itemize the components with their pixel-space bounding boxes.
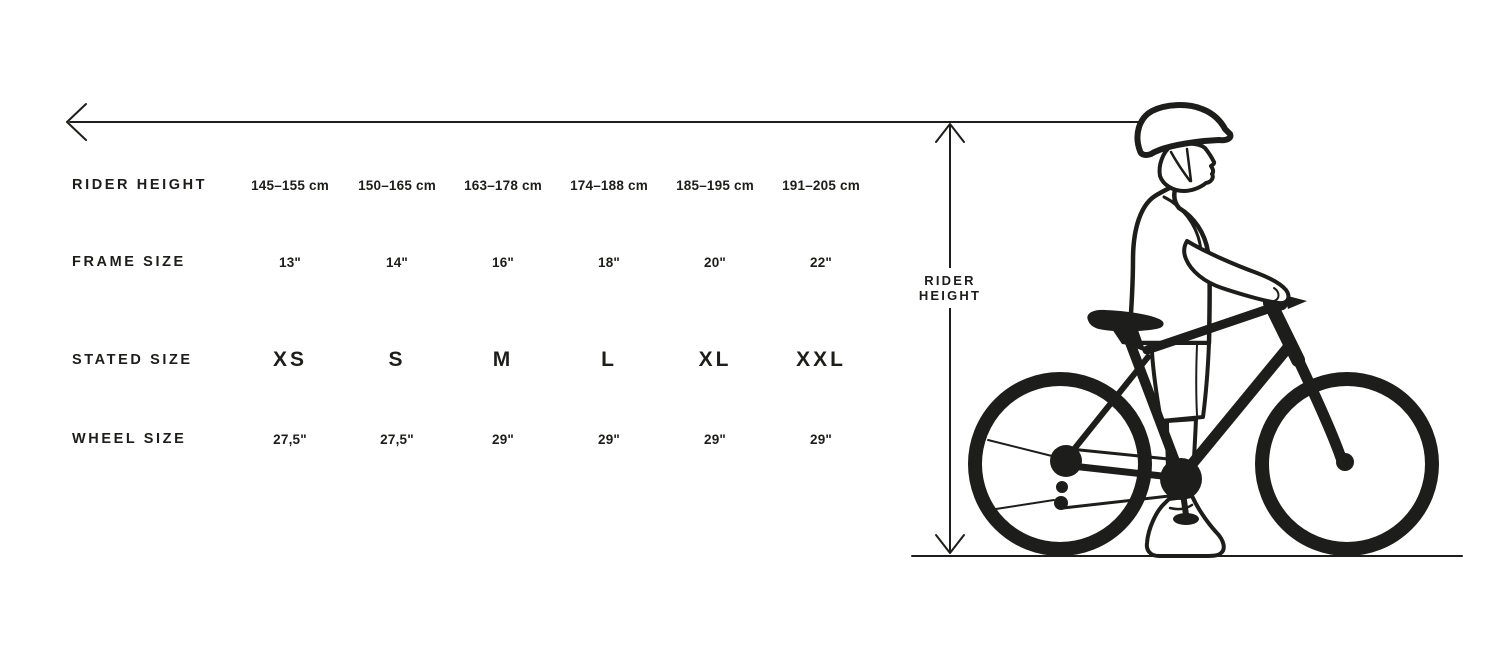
row-label-frame-size: FRAME SIZE (72, 254, 186, 270)
wheel-size-value: 29" (703, 432, 727, 447)
rider-height-value: 191–205 cm (782, 178, 860, 193)
rider-shorts (1127, 341, 1211, 423)
crank-arm (1178, 476, 1189, 518)
rider-height-value: 163–178 cm (464, 178, 542, 193)
frame-size-value: 18" (597, 255, 621, 270)
saddle (1087, 309, 1164, 332)
frame-size-value: 14" (385, 255, 409, 270)
rider-arm (1182, 239, 1291, 306)
vertical-arrow-label: RIDER HEIGHT (909, 268, 991, 308)
down-tube (1177, 339, 1296, 481)
rear-spokes (987, 439, 1055, 510)
frame-size-value: 22" (809, 255, 833, 270)
row-label-rider-height: RIDER HEIGHT (72, 177, 208, 193)
row-label-wheel-size: WHEEL SIZE (72, 431, 187, 447)
stated-size-value: XL (698, 348, 732, 371)
bicycle-figure (968, 293, 1439, 556)
seatstay-tube (1060, 354, 1151, 466)
rider-height-value: 185–195 cm (676, 178, 754, 193)
stated-size-value: S (388, 348, 406, 371)
wheel-size-value: 29" (491, 432, 515, 447)
seatpost-clamp (1112, 329, 1144, 347)
helmet-rim-line (1149, 139, 1211, 155)
frame-size-value: 20" (703, 255, 727, 270)
stated-size-value: M (492, 348, 514, 371)
vertical-arrow-icon (935, 123, 965, 554)
cassette (1050, 445, 1082, 477)
rear-wheel (968, 372, 1152, 556)
horizontal-arrow-icon (66, 103, 1142, 141)
rider-height-value: 145–155 cm (251, 178, 329, 193)
stated-size-value: L (601, 348, 617, 371)
shorts-crease (1195, 344, 1198, 416)
front-hub (1336, 453, 1354, 471)
wheel-size-value: 27,5" (273, 432, 307, 447)
hand-finger-line (1273, 287, 1280, 302)
arrow-label-line2: HEIGHT (918, 288, 982, 303)
wheel-size-value: 27,5" (380, 432, 414, 447)
rider-height-value: 150–165 cm (358, 178, 436, 193)
derailleur-upper (1056, 481, 1068, 493)
arm-and-hand (1182, 239, 1291, 306)
rider-shoe (1144, 494, 1226, 558)
frame-size-value: 16" (491, 255, 515, 270)
shoe-ankle-line (1168, 503, 1194, 511)
wheel-size-value: 29" (597, 432, 621, 447)
chin-strap (1169, 147, 1193, 183)
wheel-size-value: 29" (809, 432, 833, 447)
front-fork (1290, 349, 1347, 464)
row-label-stated-size: STATED SIZE (72, 352, 193, 368)
front-wheel (1255, 372, 1439, 556)
pedal (1173, 513, 1199, 525)
chain-lines (1061, 447, 1180, 510)
stated-size-value: XXL (796, 348, 846, 371)
stated-size-value: XS (272, 348, 307, 371)
seat-tube (1121, 327, 1186, 482)
rider-height-value: 174–188 cm (570, 178, 648, 193)
frame-size-value: 13" (278, 255, 302, 270)
arrow-label-line1: RIDER (924, 273, 976, 288)
top-tube (1142, 302, 1279, 355)
